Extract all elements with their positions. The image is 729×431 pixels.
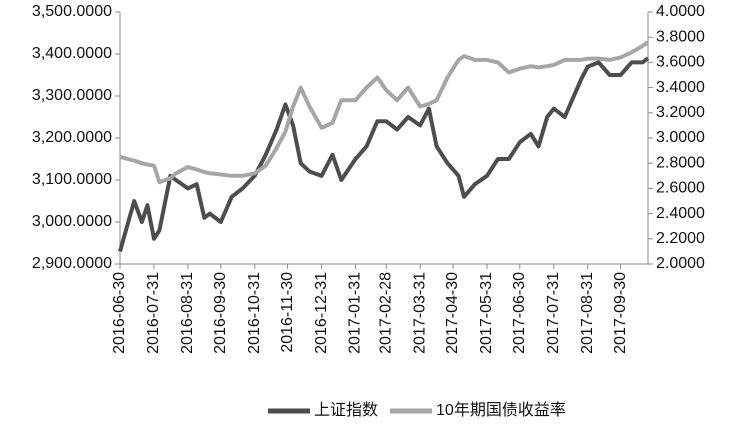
x-tick-label: 2016-12-31 — [313, 272, 330, 354]
y2-tick-label: 4.0000 — [656, 3, 705, 20]
x-tick-label: 2017-05-31 — [478, 272, 495, 354]
y2-tick-label: 3.4000 — [656, 79, 705, 96]
series-line — [119, 40, 650, 185]
x-tick-label: 2016-08-31 — [179, 272, 196, 354]
legend-label: 上证指数 — [314, 401, 378, 419]
x-tick-label: 2016-09-30 — [212, 272, 229, 354]
x-tick-label: 2017-01-31 — [347, 272, 364, 354]
x-tick-label: 2016-11-30 — [279, 272, 296, 353]
y-tick-label: 3,500.0000 — [32, 3, 112, 20]
y2-tick-label: 3.6000 — [656, 54, 705, 71]
x-tick-label: 2016-10-31 — [246, 272, 263, 354]
y-tick-label: 3,400.0000 — [32, 45, 112, 62]
x-tick-label: 2016-07-31 — [145, 272, 162, 354]
legend-label: 10年期国债收益率 — [436, 401, 566, 419]
x-tick-label: 2017-08-31 — [579, 272, 596, 354]
y2-tick-label: 2.8000 — [656, 154, 705, 171]
x-tick-label: 2017-09-30 — [612, 272, 629, 354]
y2-tick-label: 3.8000 — [656, 28, 705, 45]
x-tick-label: 2017-07-31 — [545, 272, 562, 354]
x-tick-label: 2017-02-28 — [377, 272, 394, 354]
y-tick-label: 3,300.0000 — [32, 87, 112, 104]
x-tick-label: 2017-03-31 — [411, 272, 428, 354]
y2-tick-label: 3.0000 — [656, 129, 705, 146]
y-tick-label: 2,900.0000 — [32, 255, 112, 272]
y-tick-label: 3,100.0000 — [32, 171, 112, 188]
y2-tick-label: 3.2000 — [656, 104, 705, 121]
y2-tick-label: 2.6000 — [656, 180, 705, 197]
y2-tick-label: 2.4000 — [656, 205, 705, 222]
series-line — [118, 56, 650, 252]
y-tick-label: 3,000.0000 — [32, 213, 112, 230]
x-tick-label: 2017-04-30 — [444, 272, 461, 354]
y2-tick-label: 2.2000 — [656, 230, 705, 247]
x-tick-label: 2017-06-30 — [511, 272, 528, 354]
y2-tick-label: 2.0000 — [656, 255, 705, 272]
x-tick-label: 2016-06-30 — [111, 272, 128, 354]
y-tick-label: 3,200.0000 — [32, 129, 112, 146]
